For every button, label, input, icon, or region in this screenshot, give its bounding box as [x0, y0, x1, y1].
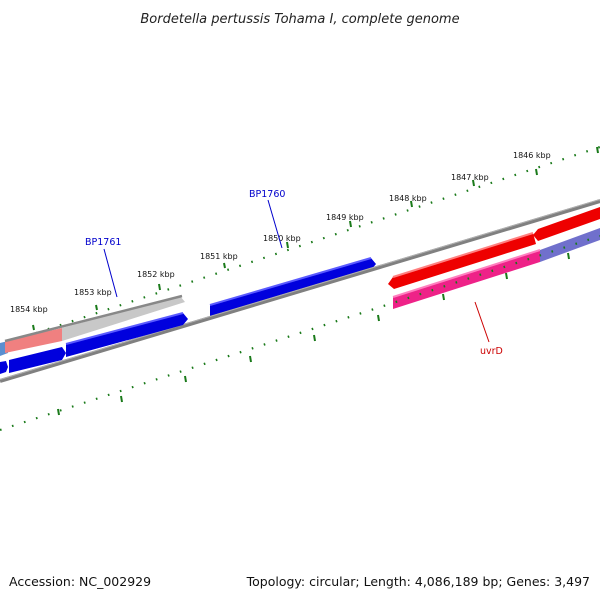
inner-ruler-dots: [0, 234, 600, 432]
gene-highlight: [65, 312, 184, 345]
gene-feature[interactable]: [533, 207, 600, 241]
outer-ruler-major-ticks: [32, 146, 599, 331]
ruler-tick: [505, 272, 508, 280]
label-leader-line: [474, 301, 490, 343]
ruler-tick: [223, 262, 226, 269]
gene-label-uvrd[interactable]: uvrD: [474, 301, 503, 357]
reverse-gene-lane: [0, 228, 600, 374]
gene-label-bp1760[interactable]: BP1760: [249, 189, 285, 249]
gene-feature[interactable]: [9, 347, 66, 373]
kbp-label: 1846 kbp: [513, 151, 551, 160]
kbp-label: 1850 kbp: [263, 234, 301, 243]
genome-backbone: [0, 199, 600, 383]
ruler-tick: [286, 241, 289, 249]
gene-label-text: BP1761: [85, 237, 121, 248]
gene-feature[interactable]: [5, 328, 62, 353]
inner-ruler-major-ticks: [57, 252, 570, 416]
outer-ruler-labels: 1854 kbp 1853 kbp 1852 kbp 1851 kbp 1850…: [10, 151, 551, 314]
outer-ruler-dots: [0, 145, 600, 347]
kbp-label: 1854 kbp: [10, 305, 48, 314]
gene-label-text: uvrD: [480, 346, 503, 357]
ruler-tick: [95, 304, 98, 311]
kbp-label: 1848 kbp: [389, 194, 427, 203]
ruler-tick: [567, 252, 570, 260]
ruler-tick: [349, 220, 352, 228]
ruler-tick: [596, 146, 599, 154]
genome-backbone-highlight: [0, 199, 600, 380]
gene-highlight: [209, 257, 372, 306]
outer-ruler: 1854 kbp 1853 kbp 1852 kbp 1851 kbp 1850…: [0, 145, 600, 347]
gene-label-bp1761[interactable]: BP1761: [85, 237, 121, 298]
ruler-tick: [442, 293, 445, 301]
kbp-label: 1849 kbp: [326, 213, 364, 222]
ruler-tick: [32, 324, 35, 331]
inner-ruler: [0, 234, 600, 432]
ruler-tick: [184, 375, 187, 383]
genome-summary-text: Topology: circular; Length: 4,086,189 bp…: [246, 574, 590, 589]
gene-highlight: [392, 232, 534, 278]
ruler-tick: [472, 179, 475, 187]
gene-label-text: BP1760: [249, 189, 285, 200]
forward-gene-lane: [0, 207, 600, 356]
gene-feature[interactable]: [540, 228, 600, 262]
kbp-label: 1847 kbp: [451, 173, 489, 182]
kbp-label: 1851 kbp: [200, 252, 238, 261]
label-leader-line: [267, 199, 283, 249]
ruler-tick: [377, 314, 380, 322]
map-title: Bordetella pertussis Tohama I, complete …: [140, 12, 459, 27]
gene-feature[interactable]: [388, 233, 536, 289]
gene-highlight: [392, 249, 541, 298]
kbp-label: 1853 kbp: [74, 288, 112, 297]
gene-feature[interactable]: [210, 258, 376, 316]
accession-text: Accession: NC_002929: [9, 574, 151, 589]
ruler-tick: [120, 395, 123, 403]
ruler-tick: [535, 168, 538, 176]
ruler-tick: [249, 355, 252, 363]
ruler-tick: [158, 283, 161, 291]
kbp-label: 1852 kbp: [137, 270, 175, 279]
gene-feature[interactable]: [393, 250, 540, 309]
ruler-tick: [313, 334, 316, 342]
ruler-tick: [410, 200, 413, 208]
ruler-tick: [57, 408, 60, 416]
label-leader-line: [103, 248, 118, 298]
gene-feature[interactable]: [62, 296, 185, 341]
gene-feature[interactable]: [0, 361, 8, 374]
gene-feature[interactable]: [66, 313, 188, 357]
grey-gene-edge: [4, 294, 183, 343]
